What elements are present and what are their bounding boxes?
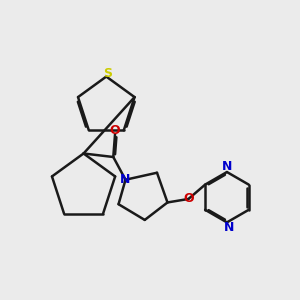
Text: S: S bbox=[103, 67, 112, 80]
Text: O: O bbox=[184, 193, 194, 206]
Text: N: N bbox=[222, 160, 232, 173]
Text: N: N bbox=[120, 173, 131, 186]
Text: N: N bbox=[224, 221, 234, 234]
Text: O: O bbox=[110, 124, 120, 136]
